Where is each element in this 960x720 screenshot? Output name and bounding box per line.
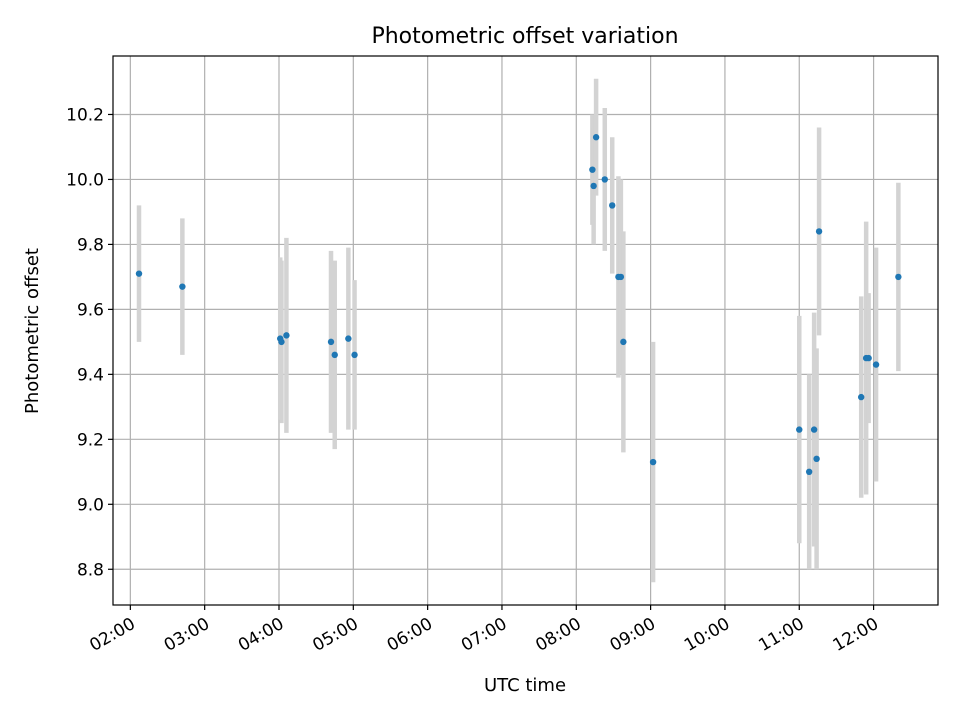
x-tick-label: 02:00 [86,614,138,656]
y-tick-label: 9.6 [77,300,104,320]
data-point [327,338,335,346]
x-tick-label: 11:00 [755,614,807,656]
data-point [283,332,290,339]
data-point [865,354,872,362]
chart-title: Photometric offset variation [371,24,678,49]
x-tick-label: 06:00 [384,614,436,656]
data-point [810,426,818,433]
x-tick-label: 12:00 [830,614,882,656]
data-point [796,426,803,433]
y-tick-label: 9.8 [77,235,104,255]
data-point [609,202,616,209]
y-axis-label: Photometric offset [22,248,43,414]
data-point [620,338,627,346]
x-tick-label: 09:00 [607,614,659,656]
x-tick-label: 05:00 [309,614,361,656]
y-tick-label: 8.8 [77,560,104,580]
y-axis-ticks: 8.8 9.0 9.2 9.4 9.6 9.8 10.0 10.2 [66,105,113,580]
data-point [857,393,865,401]
x-tick-label: 07:00 [458,614,510,656]
data-point [135,270,143,277]
x-axis-label: UTC time [484,675,566,696]
y-tick-label: 10.2 [66,105,104,125]
data-point [601,176,608,183]
data-point [872,361,880,368]
data-point [179,283,186,290]
x-tick-label: 03:00 [161,614,213,656]
data-points [135,134,902,476]
data-point [815,228,823,235]
data-point [805,468,813,476]
x-tick-label: 04:00 [235,614,287,656]
data-point [649,458,657,466]
x-axis-ticks: 02:00 03:00 04:00 05:00 06:00 07:00 08:00 09:00… [86,605,882,656]
data-point [589,166,596,173]
data-point [278,338,285,346]
y-tick-label: 9.0 [77,495,104,515]
data-point [345,335,352,342]
data-point [617,273,625,281]
x-tick-label: 10:00 [681,614,733,656]
y-tick-label: 9.4 [77,365,104,385]
y-tick-label: 9.2 [77,430,104,450]
data-point [351,351,358,359]
data-point [592,134,600,141]
data-point [895,273,902,281]
y-tick-label: 10.0 [66,170,104,190]
data-point [590,182,597,190]
data-point [331,351,338,359]
plot-frame [112,55,939,606]
x-tick-label: 08:00 [532,614,584,656]
error-bars [136,78,901,583]
data-point [813,455,820,463]
